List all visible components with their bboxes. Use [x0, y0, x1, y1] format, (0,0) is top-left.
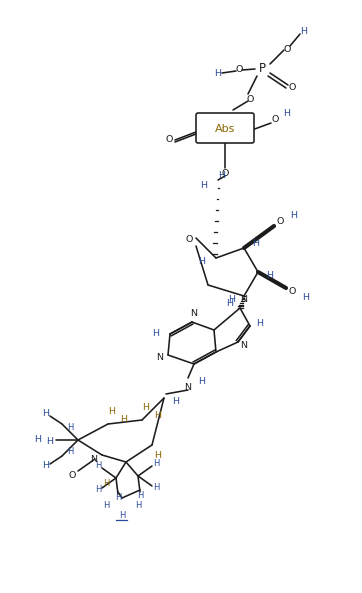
- Text: Abs: Abs: [215, 124, 235, 134]
- Text: N: N: [156, 352, 164, 362]
- Text: H: H: [119, 512, 125, 521]
- Text: H: H: [46, 438, 54, 447]
- Text: H: H: [95, 461, 101, 470]
- Text: H: H: [215, 69, 222, 78]
- Text: O: O: [235, 65, 243, 75]
- Text: H: H: [42, 461, 50, 470]
- Text: H: H: [219, 171, 226, 180]
- Text: N: N: [90, 454, 97, 464]
- Text: H: H: [253, 238, 260, 247]
- Text: H: H: [228, 295, 236, 304]
- Text: H: H: [103, 502, 109, 511]
- Text: H: H: [227, 299, 233, 308]
- Text: H: H: [34, 435, 42, 445]
- Text: H: H: [290, 212, 298, 221]
- Text: H: H: [115, 493, 121, 502]
- Text: P: P: [258, 62, 265, 75]
- Text: H: H: [300, 27, 307, 37]
- Text: N: N: [240, 295, 248, 304]
- Text: H: H: [95, 486, 101, 495]
- Text: H: H: [67, 423, 73, 432]
- Text: O: O: [283, 44, 291, 53]
- Text: H: H: [155, 412, 161, 420]
- Text: N: N: [185, 384, 191, 393]
- Text: O: O: [185, 235, 193, 244]
- Text: O: O: [68, 470, 76, 480]
- Text: H: H: [198, 378, 206, 387]
- Text: H: H: [201, 181, 207, 190]
- Text: H: H: [155, 451, 161, 460]
- Text: H: H: [42, 410, 50, 419]
- Text: H: H: [198, 257, 206, 266]
- Text: H: H: [152, 330, 160, 339]
- Text: O: O: [288, 288, 296, 296]
- Text: H: H: [135, 502, 141, 511]
- FancyBboxPatch shape: [196, 113, 254, 143]
- Text: O: O: [246, 95, 254, 104]
- Text: H: H: [67, 448, 73, 457]
- Text: N: N: [240, 342, 248, 350]
- Text: H: H: [153, 483, 159, 493]
- Text: O: O: [165, 135, 173, 145]
- Text: H: H: [173, 397, 180, 406]
- Text: O: O: [221, 170, 229, 178]
- Text: H: H: [143, 403, 150, 413]
- Text: H: H: [121, 416, 127, 425]
- Text: H: H: [109, 407, 115, 416]
- Text: H: H: [137, 492, 143, 500]
- Text: H: H: [257, 320, 264, 329]
- Text: H: H: [303, 294, 310, 302]
- Text: O: O: [271, 116, 279, 125]
- Text: H: H: [103, 479, 109, 487]
- Text: N: N: [190, 310, 198, 318]
- Text: O: O: [276, 218, 284, 227]
- Text: H: H: [283, 110, 290, 119]
- Text: O: O: [288, 84, 296, 93]
- Text: H: H: [153, 460, 159, 468]
- Text: H: H: [266, 272, 274, 280]
